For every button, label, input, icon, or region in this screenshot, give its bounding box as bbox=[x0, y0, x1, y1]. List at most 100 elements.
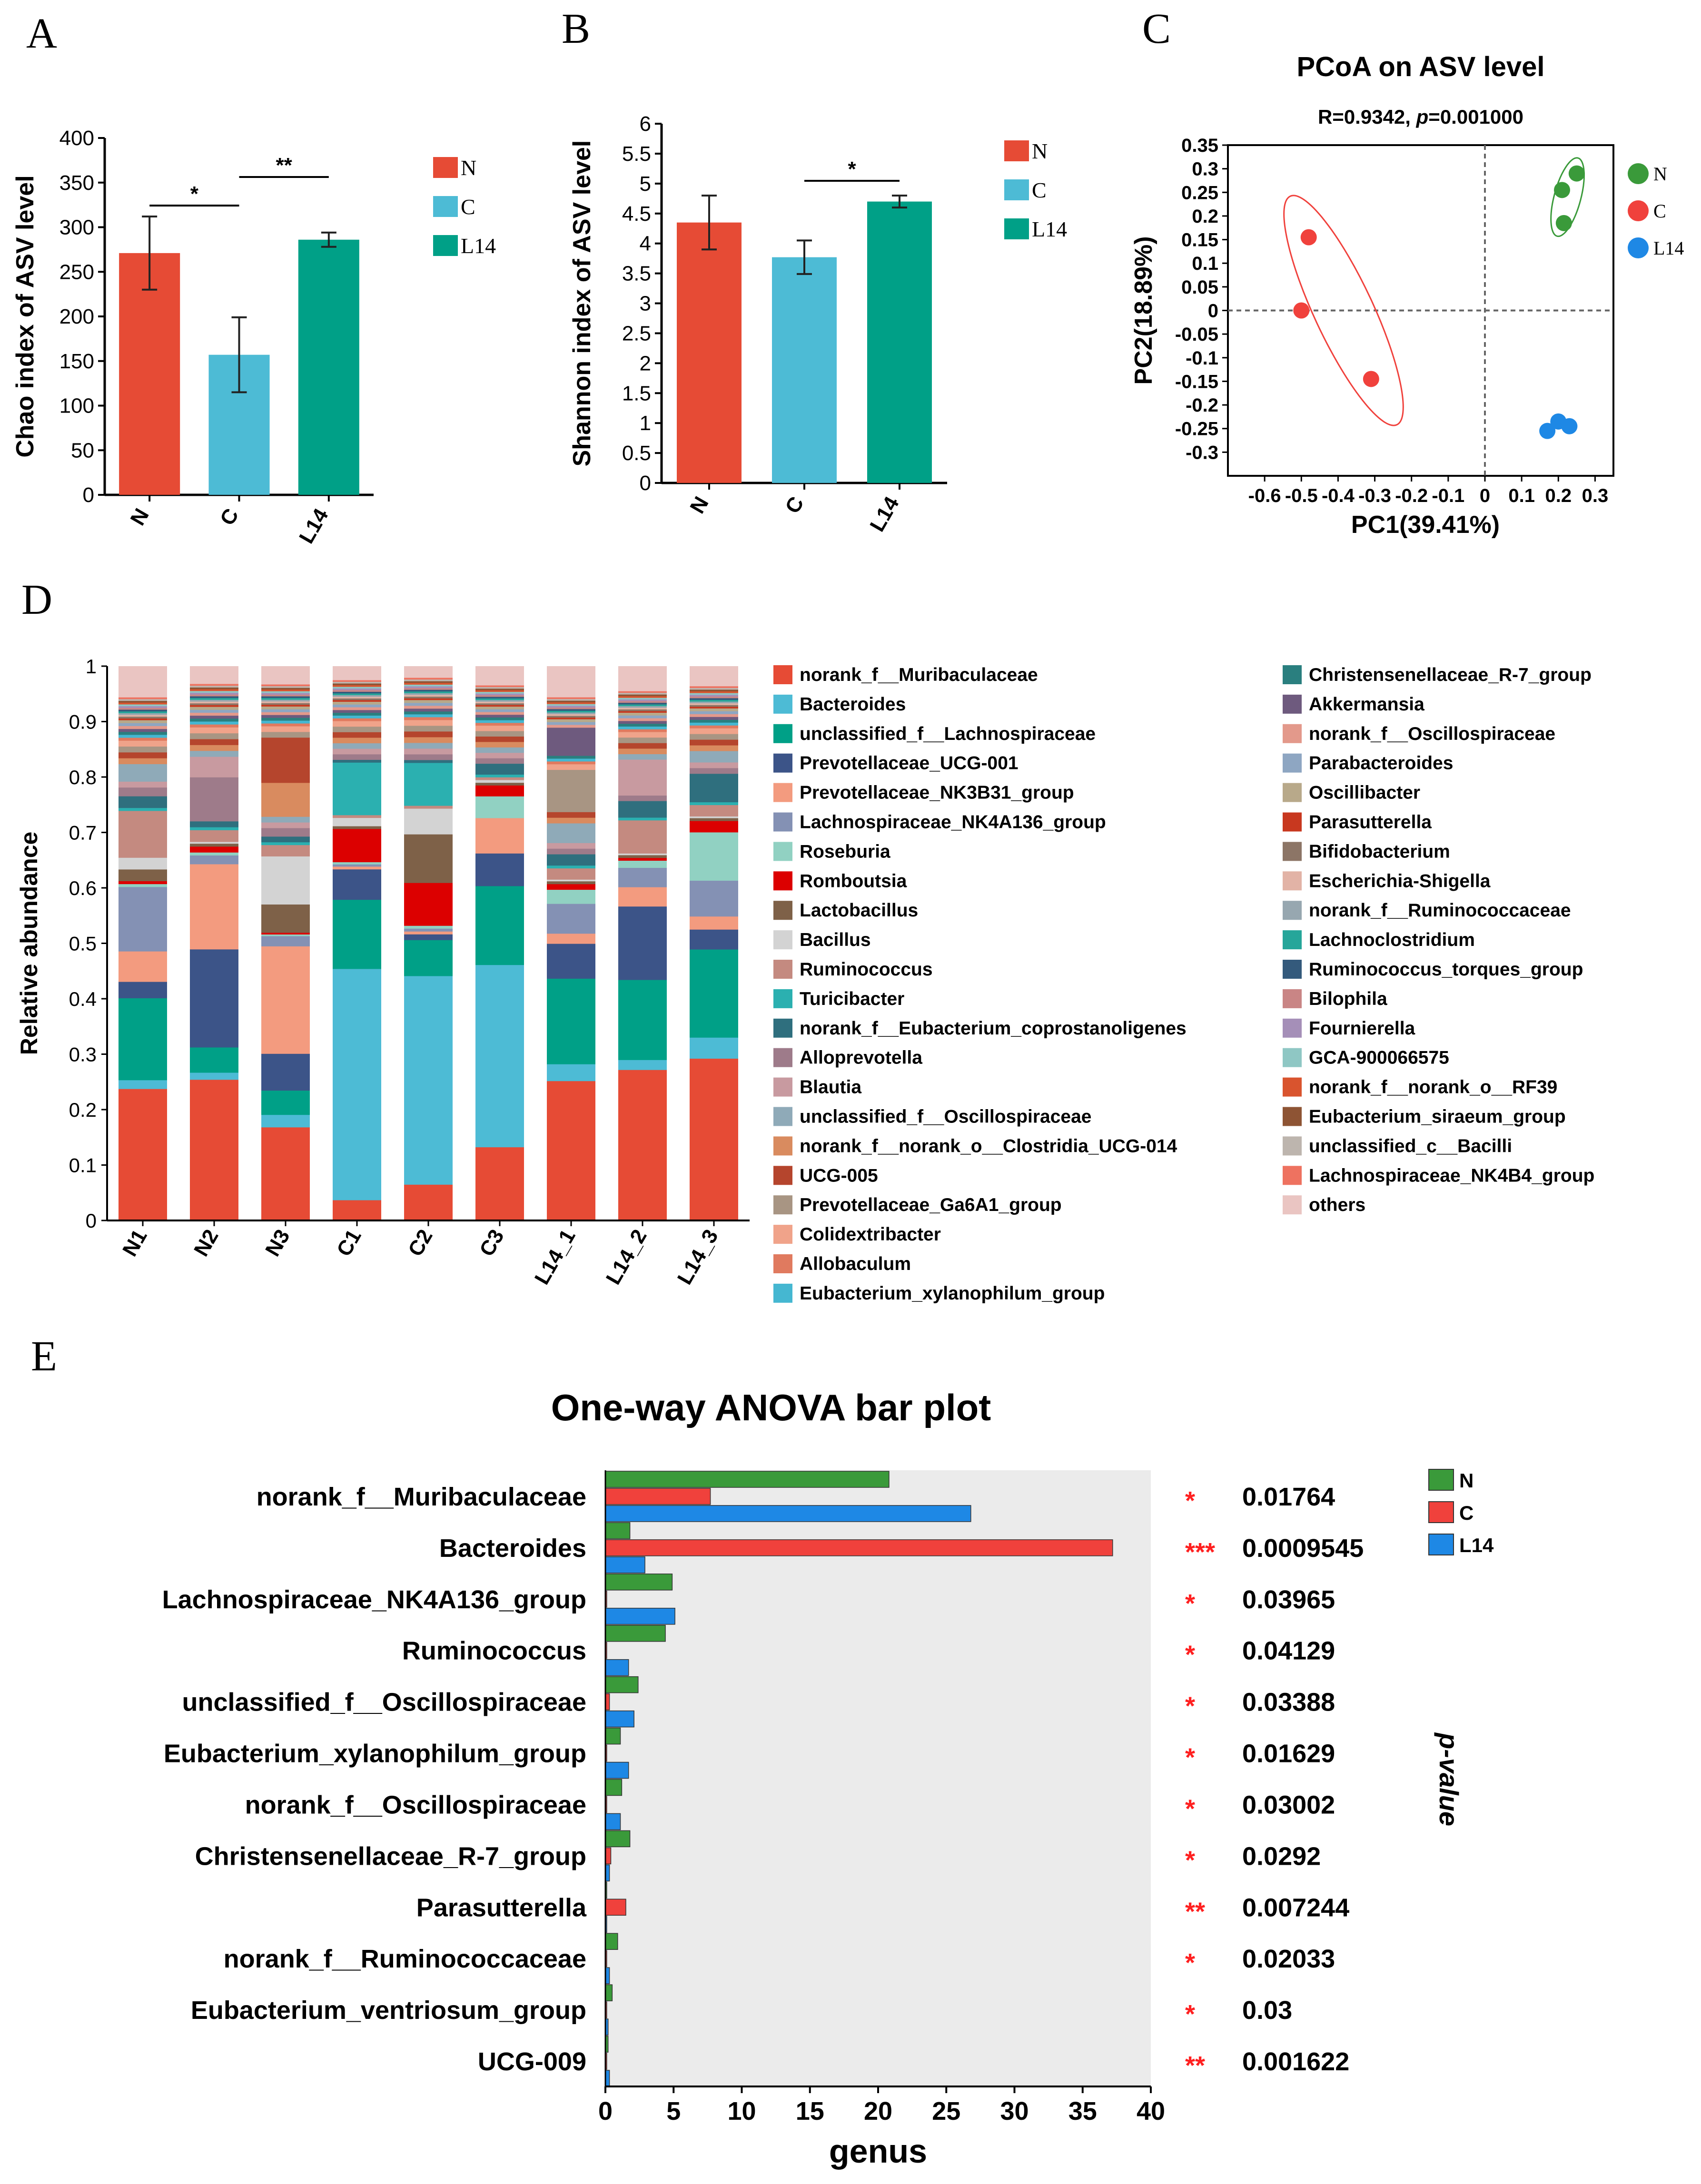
stack-segment bbox=[475, 691, 524, 694]
x-tick-label: 0.2 bbox=[1545, 485, 1572, 506]
stack-segment bbox=[190, 718, 238, 722]
bar-n bbox=[605, 1574, 673, 1591]
stack-segment bbox=[547, 843, 595, 849]
x-tick-label: 25 bbox=[932, 2097, 960, 2125]
y-tick-label: 0.15 bbox=[1181, 230, 1218, 251]
stack-segment bbox=[190, 685, 238, 688]
legend-label: Lachnoclostridium bbox=[1309, 930, 1475, 950]
stack-segment bbox=[618, 723, 667, 727]
stack-segment bbox=[690, 880, 738, 917]
stack-segment bbox=[475, 705, 524, 707]
stack-segment bbox=[333, 759, 381, 763]
y-tick-label: 0.1 bbox=[69, 1154, 97, 1177]
stack-segment bbox=[690, 706, 738, 708]
stack-segment bbox=[547, 933, 595, 944]
legend-swatch bbox=[773, 989, 792, 1008]
x-tick-label: C1 bbox=[332, 1226, 366, 1260]
legend-label: Lachnospiraceae_NK4A136_group bbox=[800, 812, 1106, 833]
stack-segment bbox=[404, 717, 453, 720]
stack-segment bbox=[119, 810, 167, 858]
stack-segment bbox=[618, 712, 667, 716]
stack-segment bbox=[190, 689, 238, 691]
subtitle-pvalue: =0.001000 bbox=[1428, 106, 1523, 128]
stack-segment bbox=[690, 734, 738, 740]
bar-n bbox=[119, 253, 180, 495]
y-tick-label: 0.35 bbox=[1181, 135, 1218, 156]
stack-segment bbox=[190, 777, 238, 822]
stack-segment bbox=[190, 841, 238, 844]
stack-segment bbox=[475, 666, 524, 686]
legend-swatch bbox=[773, 1195, 792, 1215]
legend-swatch bbox=[773, 724, 792, 743]
genus-label: Lachnospiraceae_NK4A136_group bbox=[162, 1585, 586, 1614]
stack-segment bbox=[333, 737, 381, 744]
stack-segment bbox=[190, 821, 238, 827]
stack-segment bbox=[333, 828, 381, 863]
stack-segment bbox=[190, 715, 238, 719]
stacked-abundance-chart: N1 N2 N3 C1 C2 C3 L14_1 L14_2 L14_3 0 0.1 0.2 0.3 0.4… bbox=[16, 655, 1594, 1304]
stack-segment bbox=[119, 951, 167, 982]
y-tick-label: 0.8 bbox=[69, 766, 97, 788]
legend-label: L14 bbox=[461, 234, 496, 258]
stack-segment bbox=[333, 721, 381, 727]
x-tick-label: L14 bbox=[295, 504, 333, 548]
point-l14 bbox=[1539, 423, 1556, 439]
stack-segment bbox=[475, 688, 524, 690]
stack-segment bbox=[618, 1070, 667, 1221]
stack-segment bbox=[261, 698, 310, 700]
y-tick-label: 4 bbox=[640, 232, 651, 256]
stack-segment bbox=[618, 701, 667, 703]
stack-segment bbox=[261, 688, 310, 690]
bar-l14 bbox=[605, 1556, 645, 1574]
stack-segment bbox=[261, 1090, 310, 1115]
stack-segment bbox=[618, 795, 667, 801]
y-tick-label: 0.6 bbox=[69, 877, 97, 899]
p-value: 0.001622 bbox=[1242, 2047, 1349, 2076]
stack-segment bbox=[690, 701, 738, 704]
stack-segment bbox=[404, 759, 453, 763]
stack-segment bbox=[261, 782, 310, 817]
stack-segment bbox=[547, 889, 595, 904]
stack-segment bbox=[475, 785, 524, 797]
stack-segment bbox=[618, 732, 667, 738]
legend-label: Blautia bbox=[800, 1077, 861, 1098]
shannon-chart: 00.511.522.533.544.555.56N C L14*Shannon i… bbox=[568, 112, 1067, 536]
significance-stars: * bbox=[1185, 1948, 1195, 1977]
stack-segment bbox=[690, 728, 738, 734]
stack-segment bbox=[333, 864, 381, 867]
p-value: 0.0292 bbox=[1242, 1842, 1321, 1870]
y-tick-label: 0.2 bbox=[69, 1099, 97, 1121]
stack-segment bbox=[475, 758, 524, 764]
subtitle-p: p bbox=[1416, 106, 1429, 128]
legend-swatch bbox=[773, 1225, 792, 1244]
bar-n bbox=[605, 1471, 890, 1488]
bar-l14 bbox=[298, 239, 359, 495]
stack-segment bbox=[261, 936, 310, 946]
y-tick-label: 0.1 bbox=[1192, 253, 1218, 274]
stack-segment bbox=[261, 666, 310, 685]
stack-segment bbox=[404, 719, 453, 726]
stack-segment bbox=[261, 704, 310, 707]
stack-segment bbox=[261, 817, 310, 823]
stack-segment bbox=[119, 702, 167, 705]
legend-label: Ruminococcus_torques_group bbox=[1309, 959, 1583, 980]
stack-segment bbox=[190, 721, 238, 725]
stack-segment bbox=[333, 666, 381, 680]
point-n bbox=[1568, 165, 1585, 182]
y-tick-label: 0 bbox=[1208, 301, 1218, 322]
y-tick-label: 0 bbox=[640, 472, 651, 495]
stack-segment bbox=[618, 1060, 667, 1070]
y-tick-label: 5 bbox=[640, 172, 651, 196]
stack-segment bbox=[190, 843, 238, 847]
bar-n bbox=[605, 1625, 666, 1642]
significance-stars: * bbox=[848, 157, 856, 181]
significance-stars: * bbox=[1185, 1486, 1195, 1515]
stack-segment bbox=[261, 706, 310, 709]
legend-swatch-c bbox=[1428, 1501, 1454, 1523]
stack-segment bbox=[261, 712, 310, 715]
stack-segment bbox=[333, 680, 381, 682]
y-tick-label: 3 bbox=[640, 292, 651, 315]
x-tick-label: -0.4 bbox=[1322, 485, 1355, 506]
x-tick-label: L14_1 bbox=[530, 1226, 580, 1289]
